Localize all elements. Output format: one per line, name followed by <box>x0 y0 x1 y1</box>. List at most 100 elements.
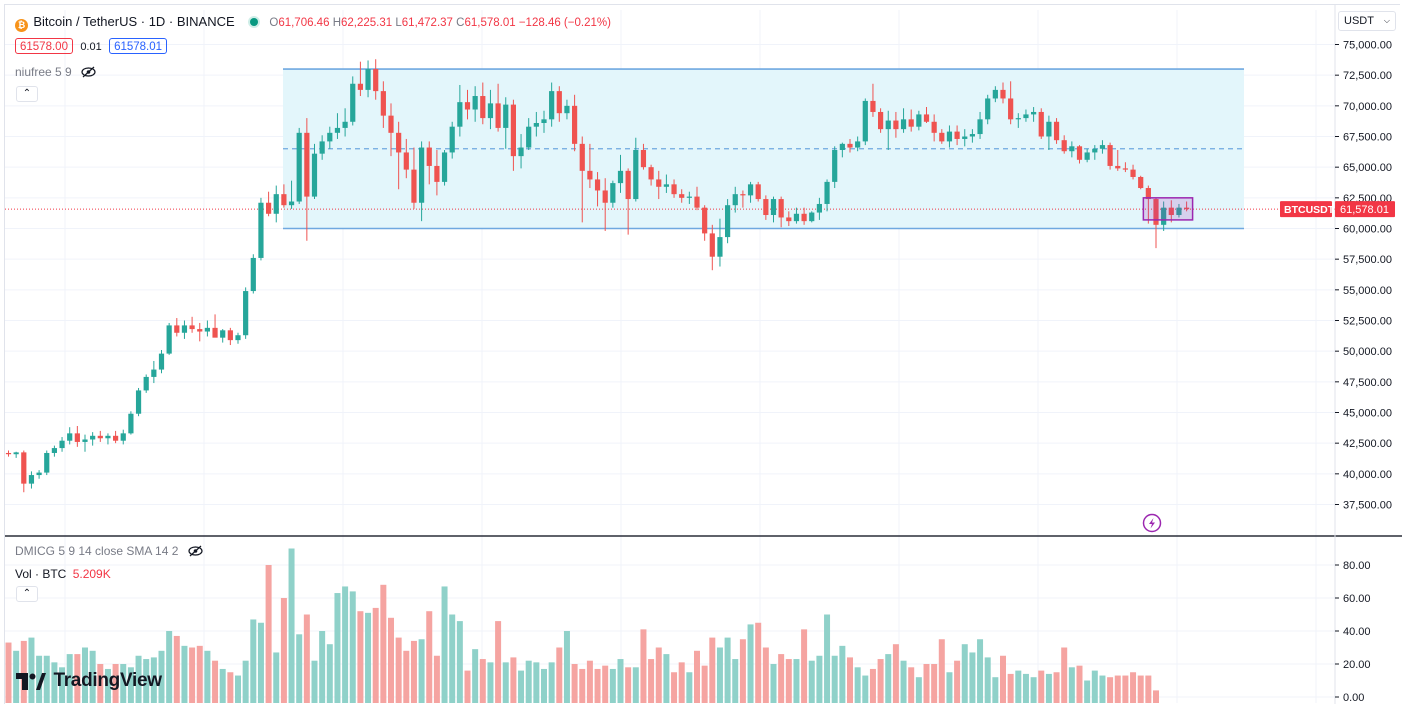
candle-body <box>258 202 264 258</box>
eye-off-icon[interactable] <box>188 545 203 560</box>
candle <box>985 94 991 125</box>
candle <box>648 164 654 186</box>
candle-body <box>686 196 692 198</box>
candle <box>770 196 777 223</box>
candle-body <box>197 329 203 332</box>
low-value: 61,472.37 <box>401 17 453 29</box>
volume-bar <box>181 645 188 703</box>
price-tag-value: 61,578.01 <box>1340 204 1389 216</box>
candle-body <box>158 353 165 370</box>
volume-bar <box>915 677 922 703</box>
candle-body <box>403 152 409 170</box>
candle-body <box>533 123 539 127</box>
candle <box>717 218 723 267</box>
candle-body <box>946 131 953 142</box>
indicator-legend[interactable]: niufree 5 9 <box>15 65 96 81</box>
volume-bar <box>518 670 525 703</box>
candle-body <box>717 237 723 257</box>
candle <box>472 86 478 122</box>
collapse-volume-button[interactable]: ⌃ <box>16 586 38 602</box>
candle-body <box>273 194 279 214</box>
candle-body <box>1038 111 1044 137</box>
chart-frame <box>4 4 1400 704</box>
candle <box>1184 201 1190 212</box>
tradingview-logo-icon <box>16 673 46 695</box>
lightning-icon[interactable] <box>1142 513 1162 533</box>
candle <box>816 197 822 220</box>
volume-bar <box>563 631 570 703</box>
highlight-box[interactable] <box>1142 197 1194 221</box>
collapse-indicators-button[interactable]: ⌃ <box>16 86 38 102</box>
candle <box>220 329 226 343</box>
candle-body <box>1076 146 1083 160</box>
candle-body <box>1153 199 1159 225</box>
price-axis[interactable]: 75,000.00 72,500.00 70,000.00 67,500.00 65,0… <box>1335 40 1392 512</box>
price-axis-label: 67,500.00 <box>1343 132 1392 144</box>
candle <box>778 196 784 228</box>
currency-select[interactable]: USDT ⌵ <box>1338 11 1396 31</box>
candle-body <box>388 115 394 133</box>
volume-bar <box>365 612 372 703</box>
candle-body <box>113 435 119 441</box>
candle <box>120 429 126 445</box>
volume-axis[interactable]: 80.00 60.00 40.00 20.00 0.00 <box>1335 560 1371 704</box>
candle-body <box>556 91 562 114</box>
candle <box>694 186 700 211</box>
candle <box>296 127 302 204</box>
volume-bar <box>586 660 593 703</box>
volume-bar <box>892 644 899 703</box>
volume-bar <box>502 662 509 703</box>
volume-bar <box>617 659 624 703</box>
candle <box>311 143 318 200</box>
candle <box>357 61 363 97</box>
tradingview-watermark[interactable]: TradingView <box>16 670 162 694</box>
candle <box>671 179 677 198</box>
candle <box>1076 145 1083 164</box>
volume-bar <box>755 622 762 703</box>
volume-bar <box>1053 672 1060 703</box>
volume-bar <box>625 667 632 703</box>
candle-body <box>1138 176 1144 189</box>
candle <box>1031 107 1037 122</box>
candle <box>403 138 409 179</box>
candle-body <box>992 89 998 99</box>
candle-body <box>365 69 371 90</box>
ask-price[interactable]: 61578.01 <box>109 38 168 54</box>
symbol-title[interactable]: Bitcoin / TetherUS · 1D · BINANCE <box>33 14 235 29</box>
volume-bar <box>104 668 111 703</box>
volume-bar <box>793 659 800 703</box>
lower-indicator-legend[interactable]: DMICG 5 9 14 close SMA 14 2 <box>15 544 203 560</box>
candle <box>74 425 80 447</box>
candle <box>1015 113 1021 128</box>
candle <box>273 185 279 223</box>
candle <box>1061 135 1067 154</box>
candle <box>617 154 624 193</box>
volume-bar <box>602 665 609 703</box>
volume-bar <box>303 614 310 703</box>
candle-body <box>1000 89 1006 99</box>
volume-bar <box>1114 675 1121 703</box>
candle-body <box>227 330 233 341</box>
volume-bar <box>954 660 961 703</box>
candle <box>625 168 631 235</box>
volume-legend[interactable]: Vol · BTC 5.209K <box>15 567 111 581</box>
volume-bar <box>716 647 723 703</box>
candle-body <box>411 169 417 203</box>
bid-price[interactable]: 61578.00 <box>15 38 73 54</box>
candle <box>487 89 494 130</box>
volume-bar <box>36 655 43 703</box>
candle <box>388 103 394 157</box>
candle <box>1161 201 1167 231</box>
indicator-label: niufree 5 9 <box>15 65 72 79</box>
volume-bar <box>212 660 219 703</box>
candle-body <box>51 448 57 453</box>
candle <box>151 360 157 384</box>
ohlc-readout: O61,706.46 H62,225.31 L61,472.37 C61,578… <box>269 17 611 29</box>
symbol-legend[interactable]: ₿ Bitcoin / TetherUS · 1D · BINANCE O61,… <box>15 14 611 32</box>
candle-body <box>878 111 884 130</box>
candle <box>143 374 149 393</box>
volume-bar <box>479 659 486 703</box>
eye-off-icon[interactable] <box>81 66 96 81</box>
volume-bar <box>640 629 647 703</box>
